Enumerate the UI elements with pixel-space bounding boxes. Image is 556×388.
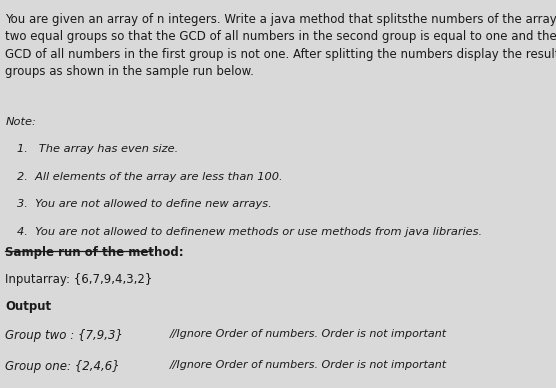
Text: Output: Output: [6, 300, 52, 313]
Text: Group two : {7,9,3}: Group two : {7,9,3}: [6, 329, 123, 342]
Text: 4.  You are not allowed to definenew methods or use methods from java libraries.: 4. You are not allowed to definenew meth…: [17, 227, 483, 237]
Text: 3.  You are not allowed to define new arrays.: 3. You are not allowed to define new arr…: [17, 199, 272, 210]
Text: Sample run of the method:: Sample run of the method:: [6, 246, 184, 259]
Text: //Ignore Order of numbers. Order is not important: //Ignore Order of numbers. Order is not …: [170, 329, 447, 339]
Text: Note:: Note:: [6, 117, 36, 127]
Text: 1.   The array has even size.: 1. The array has even size.: [17, 144, 178, 154]
Text: //Ignore Order of numbers. Order is not important: //Ignore Order of numbers. Order is not …: [170, 360, 447, 371]
Text: Group one: {2,4,6}: Group one: {2,4,6}: [6, 360, 120, 373]
Text: Inputarray: {6,7,9,4,3,2}: Inputarray: {6,7,9,4,3,2}: [6, 273, 153, 286]
Text: 2.  All elements of the array are less than 100.: 2. All elements of the array are less th…: [17, 171, 283, 182]
Text: You are given an array of n integers. Write a java method that splitsthe numbers: You are given an array of n integers. Wr…: [6, 13, 556, 78]
